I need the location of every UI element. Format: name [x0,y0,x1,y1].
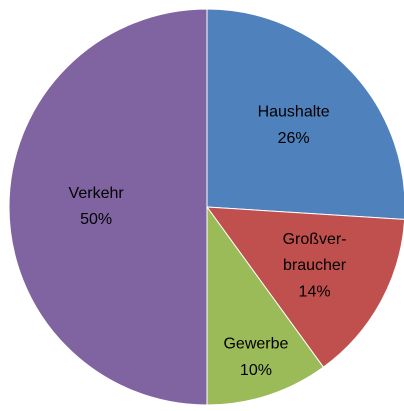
slice-label: Verkehr [69,185,125,202]
slice-label-line: Verkehr [69,185,125,202]
pie-slice [8,8,208,406]
pie-slice [206,205,325,406]
value-label: 26% [278,130,310,147]
slice-label-line: Gewerbe [223,336,288,353]
slice-label: Haushalte [258,104,330,121]
slice-label-line: braucher [283,257,347,274]
slice-label: Gewerbe [223,336,288,353]
value-label: 14% [299,283,331,300]
slice-label: Großver-braucher [283,231,347,274]
pie-slice [205,206,404,368]
slice-label-line: Großver- [283,231,347,248]
pie-slice [206,8,404,220]
value-label: 10% [240,362,272,379]
slice-label-line: Haushalte [258,104,330,121]
value-label: 50% [80,211,112,228]
